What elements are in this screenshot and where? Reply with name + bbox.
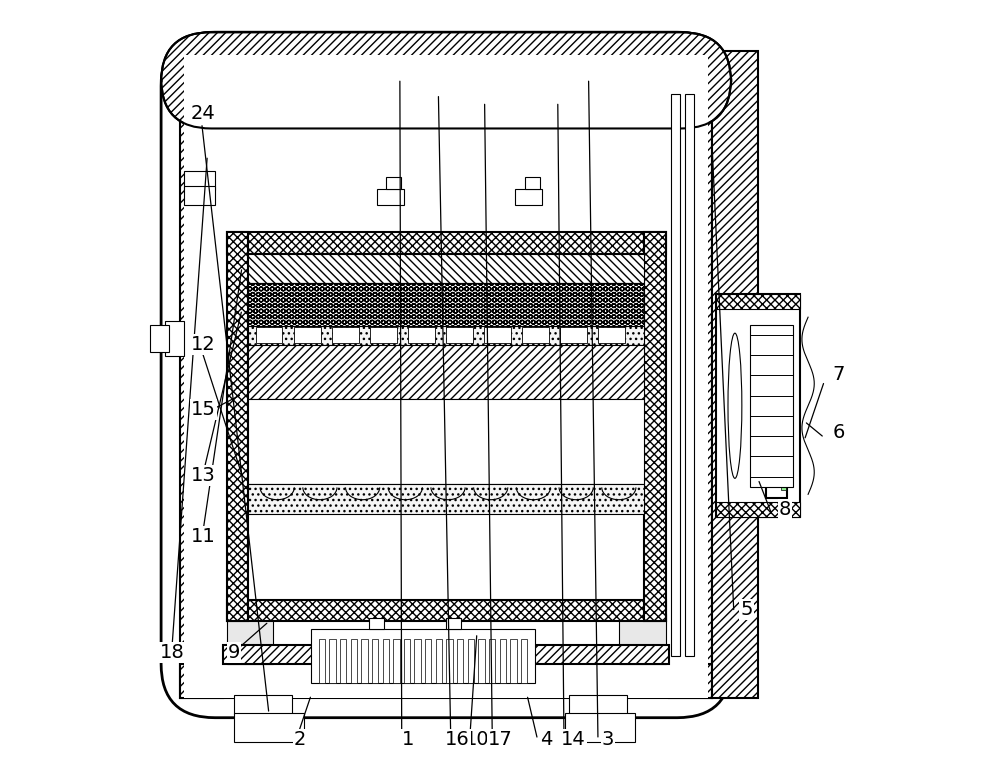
Bar <box>716 294 800 309</box>
FancyBboxPatch shape <box>161 32 731 128</box>
Bar <box>184 186 215 206</box>
Text: 2: 2 <box>294 730 306 749</box>
Bar <box>248 283 644 325</box>
Bar <box>685 94 694 656</box>
Bar <box>522 327 549 343</box>
Text: 10: 10 <box>465 730 489 749</box>
Bar <box>457 638 463 683</box>
Bar <box>716 294 800 517</box>
Bar <box>598 327 625 343</box>
FancyBboxPatch shape <box>161 32 731 717</box>
Text: 13: 13 <box>191 465 216 485</box>
Bar <box>569 695 627 713</box>
Bar <box>248 399 644 484</box>
Bar <box>565 713 635 742</box>
Text: 17: 17 <box>488 730 512 749</box>
Text: 15: 15 <box>191 400 216 419</box>
Bar <box>515 189 542 206</box>
Bar <box>184 171 215 190</box>
Bar <box>669 109 712 699</box>
Bar <box>716 502 800 517</box>
Bar <box>425 638 431 683</box>
Bar <box>234 695 292 713</box>
Bar <box>227 233 248 621</box>
Bar <box>377 189 404 206</box>
Bar <box>372 638 378 683</box>
Bar <box>180 109 223 699</box>
Bar <box>500 638 506 683</box>
Bar <box>712 52 758 699</box>
Text: 4: 4 <box>540 730 552 749</box>
Bar <box>404 638 410 683</box>
Text: 14: 14 <box>561 730 586 749</box>
Bar <box>184 56 708 699</box>
Bar <box>223 645 669 664</box>
Bar <box>468 638 474 683</box>
Text: 11: 11 <box>191 527 216 547</box>
Bar <box>361 638 368 683</box>
Text: 7: 7 <box>833 366 845 384</box>
Bar <box>671 94 680 656</box>
Bar <box>489 638 495 683</box>
Bar <box>436 638 442 683</box>
Bar <box>750 325 793 487</box>
Bar <box>227 233 666 254</box>
Bar <box>223 117 669 664</box>
Bar <box>248 325 644 345</box>
Bar <box>311 629 535 683</box>
Bar <box>248 254 644 283</box>
Bar <box>521 638 527 683</box>
Bar <box>525 177 540 189</box>
Bar <box>340 638 346 683</box>
Text: 9: 9 <box>228 642 240 662</box>
Text: 6: 6 <box>833 423 845 442</box>
Bar <box>180 664 712 699</box>
Bar <box>234 713 304 742</box>
Bar <box>414 638 421 683</box>
Bar <box>781 336 786 491</box>
Bar <box>386 177 401 189</box>
Bar <box>227 614 273 664</box>
Bar <box>446 618 461 629</box>
Bar <box>248 484 644 514</box>
Bar <box>248 345 644 399</box>
Bar <box>644 233 666 621</box>
Bar <box>150 325 169 352</box>
Bar <box>369 618 384 629</box>
Bar <box>446 327 473 343</box>
Bar <box>351 638 357 683</box>
Bar <box>484 327 511 343</box>
Bar <box>766 329 787 498</box>
Bar <box>619 614 666 664</box>
Ellipse shape <box>728 333 742 478</box>
Bar <box>294 327 321 343</box>
Bar <box>370 327 397 343</box>
Bar <box>560 327 587 343</box>
Bar <box>329 638 336 683</box>
Text: 18: 18 <box>160 642 185 662</box>
Bar <box>408 327 435 343</box>
Bar <box>478 638 485 683</box>
Text: 8: 8 <box>779 500 791 519</box>
Text: 5: 5 <box>740 601 753 619</box>
Bar <box>393 638 400 683</box>
Text: 3: 3 <box>602 730 614 749</box>
Bar <box>256 327 282 343</box>
Text: 16: 16 <box>445 730 470 749</box>
Text: 12: 12 <box>191 335 216 353</box>
Text: 24: 24 <box>191 104 216 123</box>
Bar <box>332 327 359 343</box>
Bar <box>446 638 453 683</box>
Bar <box>227 600 666 621</box>
Bar <box>319 638 325 683</box>
Bar <box>165 321 184 356</box>
Text: 1: 1 <box>401 730 414 749</box>
Bar <box>383 638 389 683</box>
Bar <box>510 638 517 683</box>
